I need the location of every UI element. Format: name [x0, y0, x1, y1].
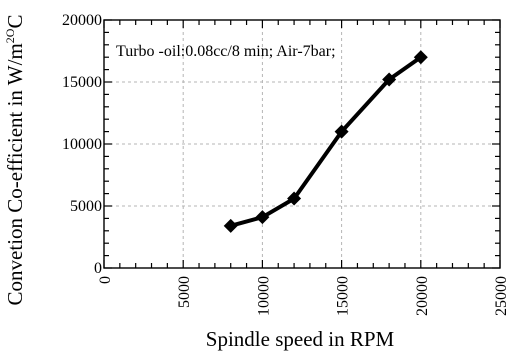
- y-tick-label: 0: [94, 260, 102, 277]
- y-axis-title-tail: C: [3, 15, 27, 29]
- plot-frame: [103, 19, 501, 269]
- series-layer: [223, 50, 428, 233]
- y-tick-label: 15000: [62, 74, 102, 91]
- data-point-marker: [413, 50, 428, 65]
- x-tick-label: 25000: [493, 276, 510, 316]
- y-tick-label: 5000: [70, 198, 102, 215]
- y-axis-title: Convetion Co-efficient in W/m2OC: [3, 15, 27, 306]
- data-point-marker: [382, 72, 397, 87]
- x-tick-label: 20000: [414, 276, 431, 316]
- chart-annotation: Turbo -oil:0.08cc/8 min; Air-7bar;: [116, 43, 336, 60]
- data-point-marker: [287, 191, 302, 206]
- data-point-marker: [223, 218, 238, 233]
- x-tick-labels: 0 5000 10000 15000 20000 25000: [97, 276, 510, 316]
- y-tick-labels: 0 5000 10000 15000 20000: [62, 12, 102, 277]
- x-tick-label: 10000: [255, 276, 272, 316]
- grid-lines: [104, 20, 500, 268]
- x-axis-title: Spindle speed in RPM: [206, 327, 395, 351]
- data-point-marker: [255, 210, 270, 225]
- y-tick-label: 20000: [62, 12, 102, 29]
- x-tick-label: 5000: [176, 276, 193, 308]
- y-tick-label: 10000: [62, 136, 102, 153]
- data-point-marker: [334, 124, 349, 139]
- y-axis-title-sup1: 2: [3, 37, 17, 43]
- y-axis-title-main: Convetion Co-efficient in W/m: [3, 43, 27, 305]
- x-tick-label: 0: [97, 276, 114, 284]
- y-axis-title-sup2: O: [3, 28, 17, 37]
- x-tick-label: 15000: [335, 276, 352, 316]
